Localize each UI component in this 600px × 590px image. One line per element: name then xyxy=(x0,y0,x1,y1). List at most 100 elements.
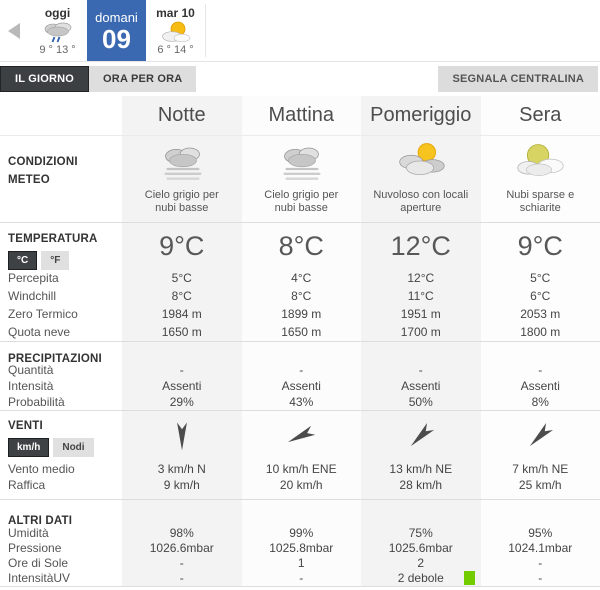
section-altri-dati: ALTRI DATI Umidità 98% 99% 75% 95% Press… xyxy=(0,499,600,586)
cell-value: 2 xyxy=(361,556,481,571)
cell-value: 7 km/h NE xyxy=(480,461,600,477)
column-headers: Notte Mattina Pomeriggio Sera xyxy=(0,96,600,135)
cell-value: 8°C xyxy=(122,287,242,305)
wind-direction-ene-icon xyxy=(288,425,316,443)
column-header-pomeriggio: Pomeriggio xyxy=(361,96,481,135)
cell-value: 1899 m xyxy=(241,305,361,323)
table-row: Windchill 8°C 8°C 11°C 6°C xyxy=(0,287,600,305)
cell-value: Assenti xyxy=(122,378,242,394)
section-precipitazioni: PRECIPITAZIONI Quantità - - - - Intensit… xyxy=(0,341,600,410)
section-title: TEMPERATURA xyxy=(8,233,98,245)
sun-cloud-icon xyxy=(161,21,190,43)
cell-value: 95% xyxy=(480,526,600,541)
wind-unit-toggle: km/h Nodi xyxy=(8,438,122,457)
row-label: Zero Termico xyxy=(8,307,78,321)
prev-day-button[interactable] xyxy=(0,0,28,61)
cell-value: 20 km/h xyxy=(241,477,361,493)
view-tabbar: IL GIORNO ORA PER ORA SEGNALA CENTRALINA xyxy=(0,62,600,96)
row-label: Pressione xyxy=(8,541,62,555)
segnala-centralina-button[interactable]: SEGNALA CENTRALINA xyxy=(438,66,598,92)
main-temperature: 9°C xyxy=(480,223,600,269)
row-label: Vento medio xyxy=(8,462,75,476)
row-label: Quota neve xyxy=(8,325,71,339)
row-label: Raffica xyxy=(8,478,46,492)
day-tab-oggi[interactable]: oggi 9 ° 13 ° xyxy=(28,0,87,61)
section-title: ALTRI DATI xyxy=(8,515,73,527)
cell-value: 6°C xyxy=(480,287,600,305)
cell-value: - xyxy=(480,556,600,571)
section-title: PRECIPITAZIONI xyxy=(8,353,102,365)
table-row: IntensitàUV - - 2 debole - xyxy=(0,571,600,586)
cell-value: 50% xyxy=(361,394,481,410)
cell-value: 1024.1mbar xyxy=(480,541,600,556)
bottom-divider xyxy=(0,586,600,587)
day-minmax-temps: 9 ° 13 ° xyxy=(39,44,76,56)
cell-value: Assenti xyxy=(241,378,361,394)
cell-value: - xyxy=(122,362,242,378)
empty-corner xyxy=(0,96,122,135)
cell-value: - xyxy=(241,362,361,378)
low-clouds-icon xyxy=(164,147,202,180)
wind-direction-ne-icon xyxy=(410,422,434,447)
main-temperature: 8°C xyxy=(241,223,361,269)
cell-value: - xyxy=(480,362,600,378)
table-row: Intensità Assenti Assenti Assenti Assent… xyxy=(0,378,600,394)
cell-value: 5°C xyxy=(480,269,600,287)
rain-cloud-icon xyxy=(44,22,71,43)
day-tab-domani-selected[interactable]: domani 09 xyxy=(87,0,146,61)
cell-value: 98% xyxy=(122,526,242,541)
fahrenheit-toggle-button[interactable]: °F xyxy=(41,251,70,270)
tab-ora-per-ora[interactable]: ORA PER ORA xyxy=(89,66,197,92)
condition-description: Nubi sparse e schiarite xyxy=(480,188,600,222)
row-label: Ore di Sole xyxy=(8,556,69,570)
table-row: Umidità 98% 99% 75% 95% xyxy=(0,526,600,541)
row-label: Umidità xyxy=(8,526,49,540)
table-row: Quantità - - - - xyxy=(0,362,600,378)
day-number: 09 xyxy=(102,23,131,54)
temperature-unit-toggle: °C °F xyxy=(8,251,122,270)
cell-value: 1025.6mbar xyxy=(361,541,481,556)
cell-value: 1951 m xyxy=(361,305,481,323)
section-condizioni-meteo: CONDIZIONI METEO xyxy=(0,135,600,222)
day-minmax-temps: 6 ° 14 ° xyxy=(157,44,194,56)
condition-description: Cielo grigio per nubi basse xyxy=(241,188,361,222)
row-label: Intensità xyxy=(8,379,54,393)
cell-value: 1026.6mbar xyxy=(122,541,242,556)
cell-value: 8% xyxy=(480,394,600,410)
day-label: oggi xyxy=(44,6,71,20)
column-header-mattina: Mattina xyxy=(241,96,361,135)
cell-value: 29% xyxy=(122,394,242,410)
section-title: VENTI xyxy=(8,420,43,432)
cell-value: 1025.8mbar xyxy=(241,541,361,556)
sun-clouds-icon xyxy=(399,143,445,175)
cell-value: 99% xyxy=(241,526,361,541)
column-header-notte: Notte xyxy=(122,96,242,135)
day-tab-mar-10[interactable]: mar 10 6 ° 14 ° xyxy=(146,0,205,61)
section-title: CONDIZIONI METEO xyxy=(8,156,78,186)
main-temperature: 12°C xyxy=(361,223,481,269)
cell-value: 1 xyxy=(241,556,361,571)
cell-value: 1650 m xyxy=(122,323,242,341)
tab-il-giorno[interactable]: IL GIORNO xyxy=(0,66,90,92)
cell-value: - xyxy=(122,556,242,571)
cell-value: 8°C xyxy=(241,287,361,305)
wind-direction-n-icon xyxy=(176,422,187,451)
knots-toggle-button[interactable]: Nodi xyxy=(53,438,94,457)
condition-description: Cielo grigio per nubi basse xyxy=(122,188,242,222)
cell-value: - xyxy=(361,362,481,378)
low-clouds-icon xyxy=(283,147,321,180)
kmh-toggle-button[interactable]: km/h xyxy=(8,438,50,457)
day-label: domani xyxy=(95,9,138,25)
celsius-toggle-button[interactable]: °C xyxy=(8,251,38,270)
wind-direction-ne-icon xyxy=(530,422,554,447)
cell-value: 13 km/h NE xyxy=(361,461,481,477)
section-venti: VENTI km/h Nodi xyxy=(0,410,600,499)
day-label: mar 10 xyxy=(156,6,195,20)
cell-value: 1650 m xyxy=(241,323,361,341)
cell-value: Assenti xyxy=(480,378,600,394)
uv-intensity-indicator xyxy=(463,571,475,585)
table-row: Ore di Sole - 1 2 - xyxy=(0,556,600,571)
cell-value: - xyxy=(122,571,242,586)
table-row: Zero Termico 1984 m 1899 m 1951 m 2053 m xyxy=(0,305,600,323)
